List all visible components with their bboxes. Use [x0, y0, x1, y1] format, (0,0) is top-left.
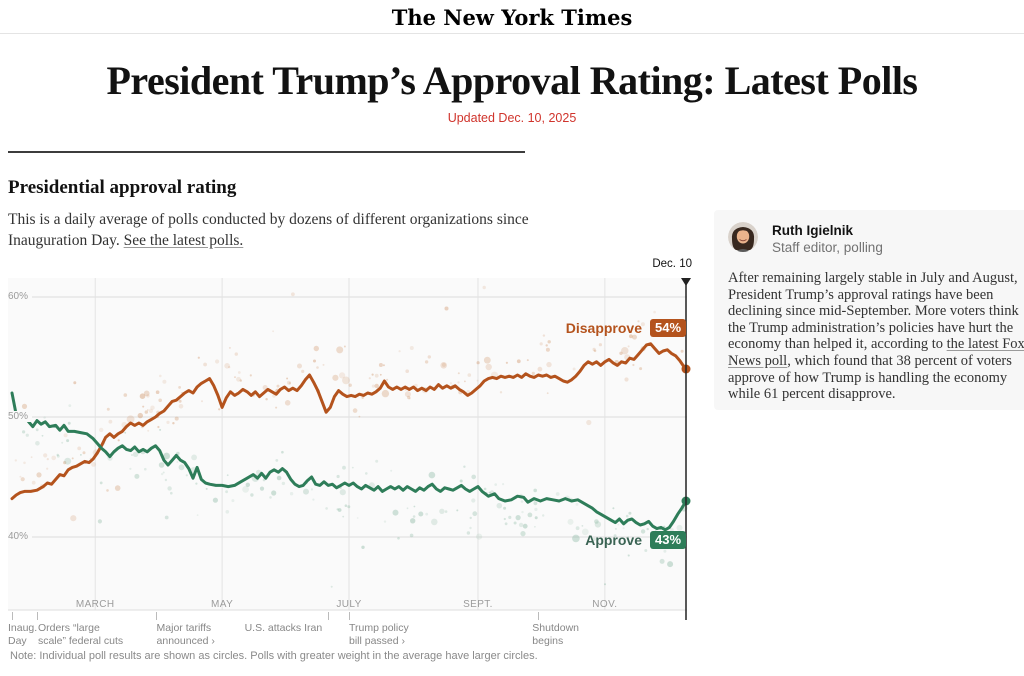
event-annotation-label: Inaug. Day: [8, 622, 38, 647]
date-marker-label: Dec. 10: [652, 258, 692, 270]
avatar-photo-icon: [728, 222, 758, 252]
event-tick: [155, 612, 157, 620]
x-axis-label: JULY: [336, 599, 362, 610]
page-title: President Trump’s Approval Rating: Lates…: [106, 58, 919, 103]
event-annotation-label[interactable]: Major tariffs announced ›: [156, 622, 215, 647]
x-axis-label: MAY: [211, 599, 234, 610]
event-annotation-label: Orders “large scale” federal cuts: [37, 622, 124, 647]
event-annotation-label[interactable]: Trump policy bill passed ›: [349, 622, 409, 647]
event-tick: [349, 612, 350, 620]
event-tick: [538, 612, 540, 620]
nyt-masthead-logo[interactable]: The New York Times: [391, 5, 633, 30]
x-axis-label: NOV.: [592, 599, 618, 610]
disapprove-label: Disapprove: [565, 320, 642, 336]
commentary-before: After remaining largely stable in July a…: [728, 270, 1019, 353]
author-commentary: After remaining largely stable in July a…: [728, 270, 1024, 403]
chart-note: Note: Individual poll results are shown …: [10, 650, 538, 662]
event-annotation-label: U.S. attacks Iran: [244, 622, 323, 634]
masthead-divider: [0, 33, 1024, 34]
updated-timestamp: Updated Dec. 10, 2025: [447, 111, 577, 125]
x-axis-label: MARCH: [75, 599, 115, 610]
event-tick: [12, 612, 13, 620]
event-tick: [36, 612, 38, 620]
x-axis-label: SEPT.: [463, 599, 493, 610]
y-axis-label: 50%: [8, 411, 33, 422]
author-name: Ruth Igielnik: [772, 223, 853, 238]
event-tick: [328, 612, 330, 620]
approve-value-badge: 43%: [650, 531, 687, 549]
author-card: Ruth Igielnik Staff editor, polling Afte…: [714, 210, 1024, 410]
event-annotation-label: Shutdown begins: [532, 622, 579, 647]
intro-text-body: This is a daily average of polls conduct…: [8, 211, 529, 249]
fox-news-poll-link[interactable]: the latest Fox News poll: [728, 336, 1024, 369]
y-axis-label: 40%: [8, 531, 33, 542]
approval-chart-canvas: [8, 278, 691, 620]
y-axis-label: 60%: [8, 291, 33, 302]
author-avatar: [728, 222, 758, 252]
section-heading: Presidential approval rating: [8, 177, 237, 198]
commentary-after: , which found that 38 percent of voters …: [728, 352, 1012, 403]
approval-chart: 60% 50% 40% MARCH MAY JULY SEPT. NOV. Dec. 10 …: [8, 258, 700, 650]
event-annotations: Inaug. Day Orders “large scale” federal c…: [8, 612, 700, 650]
author-role: Staff editor, polling: [772, 240, 883, 255]
disapprove-value-badge: 54%: [650, 319, 687, 337]
intro-text: This is a daily average of polls conduct…: [8, 209, 548, 251]
approve-label: Approve: [585, 532, 642, 548]
latest-polls-link[interactable]: See the latest polls.: [123, 232, 244, 249]
section-rule: [8, 151, 525, 153]
